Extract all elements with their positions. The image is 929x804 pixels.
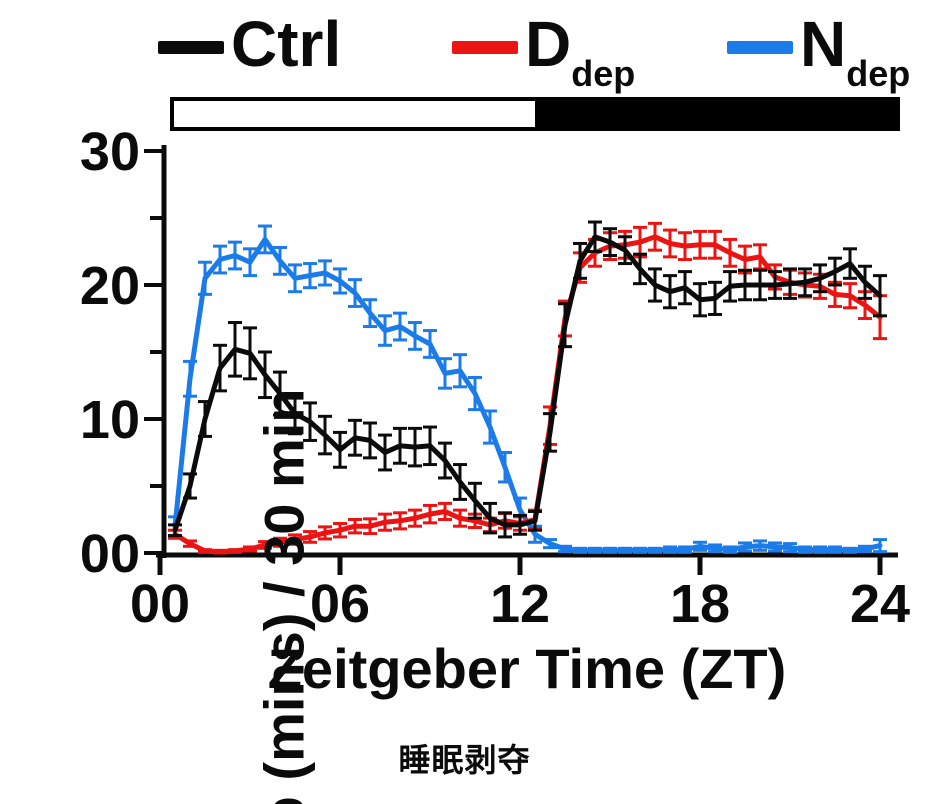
x-tick-label: 12 bbox=[490, 574, 550, 634]
x-tick-label: 24 bbox=[850, 574, 910, 634]
y-tick-label: 30 bbox=[80, 122, 140, 182]
legend-swatch-n-dep bbox=[727, 41, 793, 54]
legend-label-ctrl: Ctrl bbox=[231, 8, 342, 80]
x-tick-label: 06 bbox=[310, 574, 370, 634]
y-tick-label: 10 bbox=[80, 390, 140, 450]
legend-label-n-dep: N bbox=[800, 8, 847, 80]
figure-caption: 睡眠剥夺 bbox=[398, 742, 531, 778]
x-tick-label: 18 bbox=[670, 574, 730, 634]
legend-swatch-d-dep bbox=[452, 41, 518, 54]
legend-swatch-ctrl bbox=[158, 41, 224, 54]
x-tick-label: 00 bbox=[130, 574, 190, 634]
line-Ctrl bbox=[172, 234, 883, 533]
legend-item-ctrl: Ctrl bbox=[158, 12, 341, 76]
y-tick-label: 00 bbox=[80, 524, 140, 584]
legend-subscript-n-dep: dep bbox=[846, 53, 911, 94]
series-Ctrl bbox=[168, 220, 887, 539]
x-axis-title: Zeitgeber Time (ZT) bbox=[267, 637, 787, 700]
legend-subscript-d-dep: dep bbox=[571, 53, 636, 94]
y-tick-label: 20 bbox=[80, 256, 140, 316]
legend-label-d-dep: D bbox=[525, 8, 572, 80]
photoperiod-bar-dark bbox=[535, 97, 898, 131]
